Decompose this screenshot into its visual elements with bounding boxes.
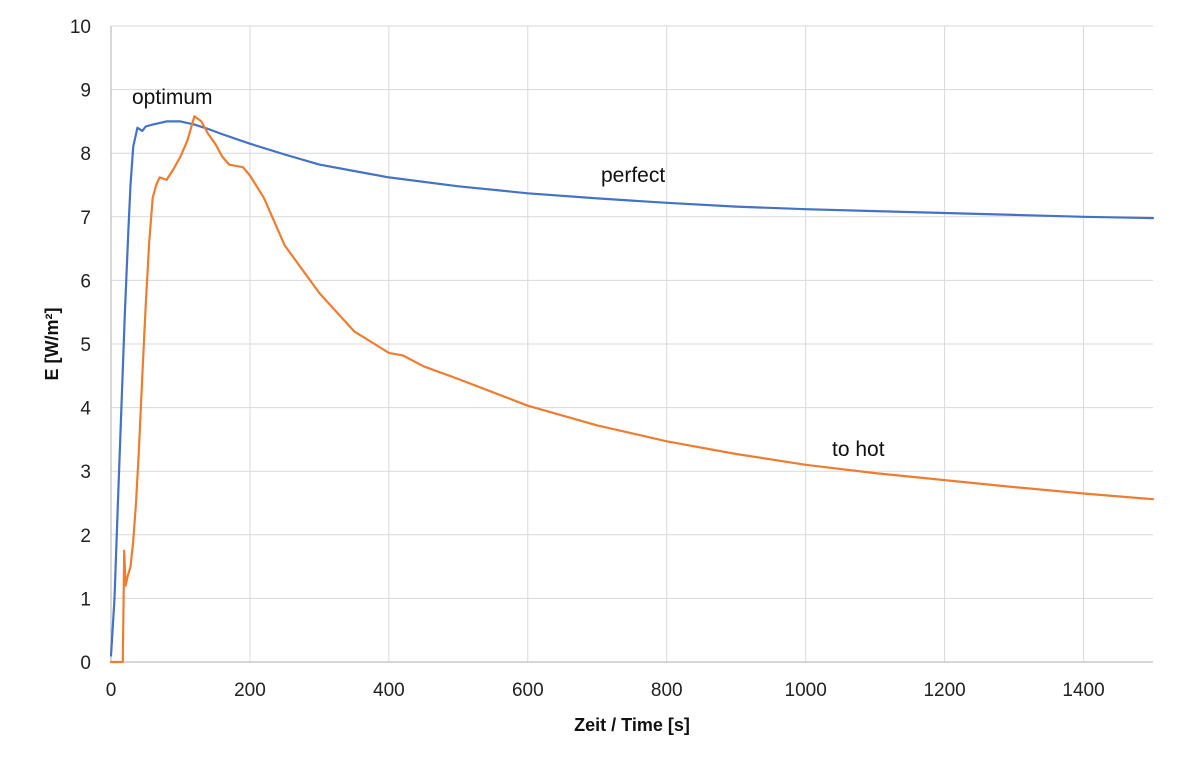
x-tick-label-1200: 1200 [923,680,965,701]
y-tick-label-5: 5 [80,335,91,356]
x-tick-label-1000: 1000 [785,680,827,701]
x-tick-label-800: 800 [651,680,683,701]
y-tick-label-0: 0 [80,653,91,674]
y-tick-label-3: 3 [80,462,91,483]
x-tick-label-0: 0 [106,680,117,701]
x-tick-label-600: 600 [512,680,544,701]
series-line-1 [109,120,1155,657]
y-tick-label-6: 6 [80,271,91,292]
x-tick-label-200: 200 [234,680,266,701]
y-tick-label-4: 4 [80,399,91,420]
annotation-to-hot: to hot [832,438,885,461]
series-lines [109,115,1155,664]
x-tick-label-1400: 1400 [1062,680,1104,701]
tick-labels: 0 1 2 3 4 5 6 7 8 9 10 0 200 400 600 800 1000 1200 1400 [70,17,1105,701]
x-tick-label-400: 400 [373,680,405,701]
y-tick-label-10: 10 [70,17,91,38]
series-line-2 [109,115,1155,664]
y-tick-label-2: 2 [80,526,91,547]
y-tick-label-1: 1 [80,589,91,610]
y-tick-label-9: 9 [80,81,91,102]
y-axis-title: E [W/m²] [42,308,62,381]
annotation-optimum: optimum [132,86,213,109]
axes [110,26,1153,663]
y-tick-label-7: 7 [80,208,91,229]
annotation-perfect: perfect [601,164,665,187]
gridlines [111,25,1153,662]
x-axis-title: Zeit / Time [s] [574,715,690,735]
y-tick-label-8: 8 [80,144,91,165]
